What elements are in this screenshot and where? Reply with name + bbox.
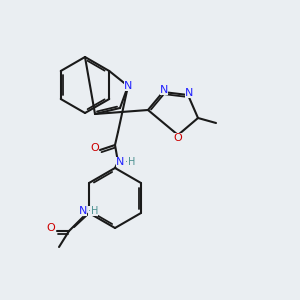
Text: O: O [174,133,182,143]
Text: N: N [185,88,193,98]
Text: O: O [91,143,99,153]
Text: O: O [46,223,56,233]
Text: ·H: ·H [125,157,135,167]
Text: N: N [79,206,87,216]
Text: ·H: ·H [88,206,98,216]
Text: N: N [160,85,168,95]
Text: N: N [124,81,132,91]
Text: N: N [116,157,124,167]
